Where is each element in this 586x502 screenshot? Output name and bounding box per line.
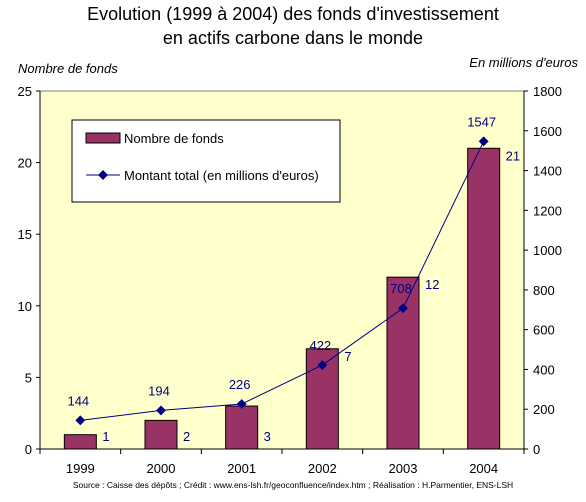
right-axis-tick-label: 0 — [533, 442, 540, 457]
left-axis-tick-label: 15 — [18, 227, 32, 242]
x-axis-tick-label: 2002 — [308, 461, 337, 476]
line-data-label: 194 — [148, 383, 170, 398]
line-data-label: 144 — [67, 393, 89, 408]
right-axis-tick-label: 1600 — [533, 124, 562, 139]
right-axis-tick-label: 1400 — [533, 164, 562, 179]
right-axis-label: En millions d'euros — [469, 55, 578, 70]
line-data-label: 422 — [309, 338, 331, 353]
left-axis-tick-label: 0 — [25, 442, 32, 457]
left-axis-tick-label: 10 — [18, 299, 32, 314]
left-axis-tick-label: 25 — [18, 84, 32, 99]
line-data-label: 1547 — [467, 114, 496, 129]
bar-nombre-de-fonds — [144, 419, 178, 450]
right-axis-tick-label: 400 — [533, 362, 555, 377]
bar-nombre-de-fonds — [386, 276, 420, 450]
right-axis-tick-label: 800 — [533, 283, 555, 298]
legend-label-line: Montant total (en millions d'euros) — [124, 168, 319, 183]
bar-nombre-de-fonds — [467, 147, 501, 450]
x-axis-tick-label: 2000 — [147, 461, 176, 476]
bar-data-label: 3 — [264, 429, 271, 444]
legend-label-bars: Nombre de fonds — [124, 131, 224, 146]
left-axis-label: Nombre de fonds — [18, 61, 118, 76]
legend-line-marker — [98, 170, 108, 180]
left-axis-tick-label: 5 — [25, 370, 32, 385]
bar-data-label: 2 — [183, 429, 190, 444]
chart-title-line-2: en actifs carbone dans le monde — [162, 28, 424, 48]
bar-data-label: 21 — [506, 148, 520, 163]
chart-title-line-1: Evolution (1999 à 2004) des fonds d'inve… — [87, 4, 499, 24]
right-axis-tick-label: 1000 — [533, 243, 562, 258]
bar-data-label: 7 — [344, 349, 351, 364]
right-axis-tick-label: 200 — [533, 402, 555, 417]
line-data-label: 708 — [390, 281, 412, 296]
x-axis-tick-label: 2001 — [227, 461, 256, 476]
legend-bar-swatch — [85, 132, 121, 144]
line-montant-total — [80, 141, 485, 421]
right-axis-tick-label: 1800 — [533, 84, 562, 99]
x-axis-tick-label: 2004 — [469, 461, 498, 476]
bar-data-label: 12 — [425, 277, 439, 292]
x-axis-tick-label: 1999 — [66, 461, 95, 476]
bar-nombre-de-fonds — [63, 434, 97, 450]
bar-nombre-de-fonds — [225, 405, 259, 450]
line-point-marker — [236, 399, 247, 410]
source-credit: Source : Caisse des dépôts ; Crédit : ww… — [72, 480, 514, 490]
right-axis-tick-label: 600 — [533, 323, 555, 338]
left-axis-tick-label: 20 — [18, 156, 32, 171]
line-point-marker — [156, 405, 166, 416]
line-point-marker — [317, 360, 328, 371]
line-point-marker — [478, 136, 489, 147]
line-data-label: 226 — [229, 377, 251, 392]
right-axis-tick-label: 1200 — [533, 203, 562, 218]
line-point-marker — [398, 303, 408, 314]
x-axis-tick-label: 2003 — [389, 461, 418, 476]
bar-data-label: 1 — [102, 429, 109, 444]
